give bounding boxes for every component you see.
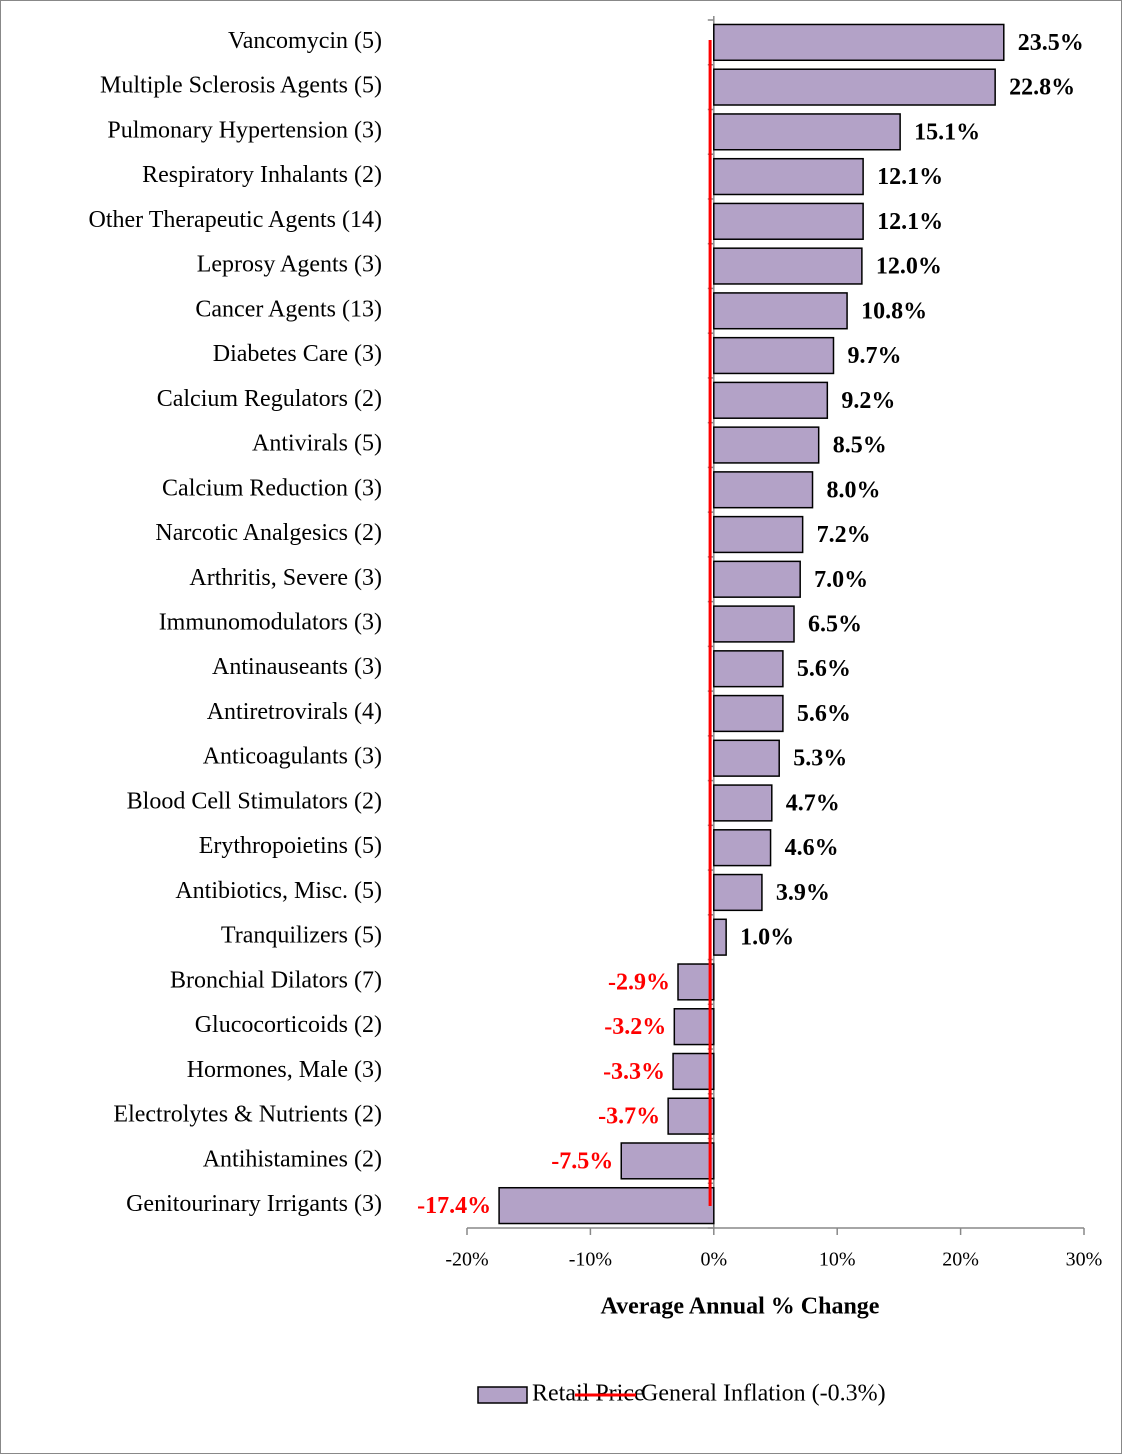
bar (713, 68, 996, 106)
value-label: 7.2% (817, 522, 871, 548)
bar (713, 873, 763, 912)
value-label: 23.5% (1018, 30, 1084, 56)
bar (713, 247, 863, 285)
legend-label: General Inflation (-0.3%) (641, 1381, 886, 1407)
y-tick-label: Antivirals (5) (252, 431, 382, 457)
bar (713, 829, 772, 867)
value-label: 15.1% (914, 119, 980, 145)
x-tick-label: -10% (569, 1249, 612, 1271)
bar (713, 694, 784, 733)
bar (713, 471, 814, 509)
x-axis-title: Average Annual % Change (601, 1294, 880, 1320)
y-tick-label: Pulmonary Hypertension (3) (107, 117, 382, 143)
bar (713, 784, 773, 822)
bar (498, 1186, 715, 1225)
y-tick-label: Anticoagulants (3) (203, 744, 382, 770)
value-label: -3.3% (603, 1059, 665, 1085)
x-tick-label: 10% (819, 1249, 856, 1271)
value-label: -3.7% (598, 1104, 660, 1130)
y-tick-label: Antibiotics, Misc. (5) (175, 878, 382, 904)
value-label: 5.6% (797, 701, 851, 727)
value-label: -17.4% (417, 1193, 491, 1219)
y-tick-label: Cancer Agents (13) (195, 296, 382, 322)
y-tick-label: Diabetes Care (3) (213, 341, 382, 367)
bar (713, 426, 820, 464)
legend-swatch (477, 1386, 528, 1404)
value-label: 4.7% (786, 790, 840, 816)
y-tick-label: Immunomodulators (3) (159, 610, 382, 636)
x-tick-label: -20% (445, 1249, 488, 1271)
y-tick-label: Antinauseants (3) (212, 654, 382, 680)
bar (667, 1097, 715, 1135)
value-label: 8.0% (827, 477, 881, 503)
y-tick-label: Vancomycin (5) (228, 28, 382, 54)
bar (713, 292, 848, 330)
y-tick-label: Erythropoietins (5) (199, 833, 382, 859)
value-label: 6.5% (808, 612, 862, 638)
bar (713, 336, 835, 375)
value-label: 1.0% (740, 925, 794, 951)
y-tick-label: Bronchial Dilators (7) (170, 967, 382, 993)
y-tick-label: Multiple Sclerosis Agents (5) (100, 73, 382, 99)
value-label: 12.1% (877, 164, 943, 190)
bar (713, 560, 801, 598)
y-tick-label: Genitourinary Irrigants (3) (126, 1191, 382, 1217)
y-tick-label: Narcotic Analgesics (2) (155, 520, 382, 546)
bar (713, 202, 864, 240)
value-label: 5.6% (797, 656, 851, 682)
value-label: 9.2% (841, 388, 895, 414)
y-tick-label: Calcium Regulators (2) (157, 386, 382, 412)
value-label: -7.5% (551, 1148, 613, 1174)
value-label: 12.0% (876, 254, 942, 280)
x-tick-label: 30% (1066, 1249, 1103, 1271)
bar (677, 963, 715, 1001)
y-tick-label: Glucocorticoids (2) (195, 1012, 382, 1038)
value-label: -2.9% (608, 969, 670, 995)
y-tick-label: Leprosy Agents (3) (197, 252, 382, 278)
value-label: 12.1% (877, 209, 943, 235)
value-label: 4.6% (785, 835, 839, 861)
bar (713, 605, 795, 643)
y-tick-label: Hormones, Male (3) (187, 1057, 382, 1083)
bar (620, 1142, 715, 1180)
bar (713, 650, 784, 688)
y-tick-label: Other Therapeutic Agents (14) (89, 207, 382, 233)
bar (713, 515, 804, 554)
bar (713, 918, 727, 956)
y-tick-label: Blood Cell Stimulators (2) (127, 788, 382, 814)
bar (713, 113, 901, 151)
y-tick-label: Tranquilizers (5) (221, 923, 382, 949)
y-tick-label: Electrolytes & Nutrients (2) (113, 1102, 382, 1128)
value-label: 3.9% (776, 880, 830, 906)
y-tick-label: Respiratory Inhalants (2) (142, 162, 382, 188)
x-tick-label: 20% (942, 1249, 979, 1271)
value-label: 22.8% (1009, 75, 1075, 101)
y-tick-label: Calcium Reduction (3) (162, 475, 382, 501)
y-tick-label: Antiretrovirals (4) (207, 699, 382, 725)
value-label: 10.8% (861, 298, 927, 324)
value-label: -3.2% (604, 1014, 666, 1040)
bar (713, 157, 864, 196)
x-tick-label: 0% (700, 1249, 727, 1271)
y-tick-label: Antihistamines (2) (203, 1146, 382, 1172)
bar (672, 1052, 715, 1091)
value-label: 8.5% (833, 433, 887, 459)
bar (713, 739, 780, 777)
bar (713, 23, 1005, 62)
y-tick-label: Arthritis, Severe (3) (189, 565, 382, 591)
value-label: 5.3% (793, 746, 847, 772)
value-label: 7.0% (814, 567, 868, 593)
bar (673, 1008, 715, 1046)
bar (713, 381, 829, 419)
value-label: 9.7% (847, 343, 901, 369)
